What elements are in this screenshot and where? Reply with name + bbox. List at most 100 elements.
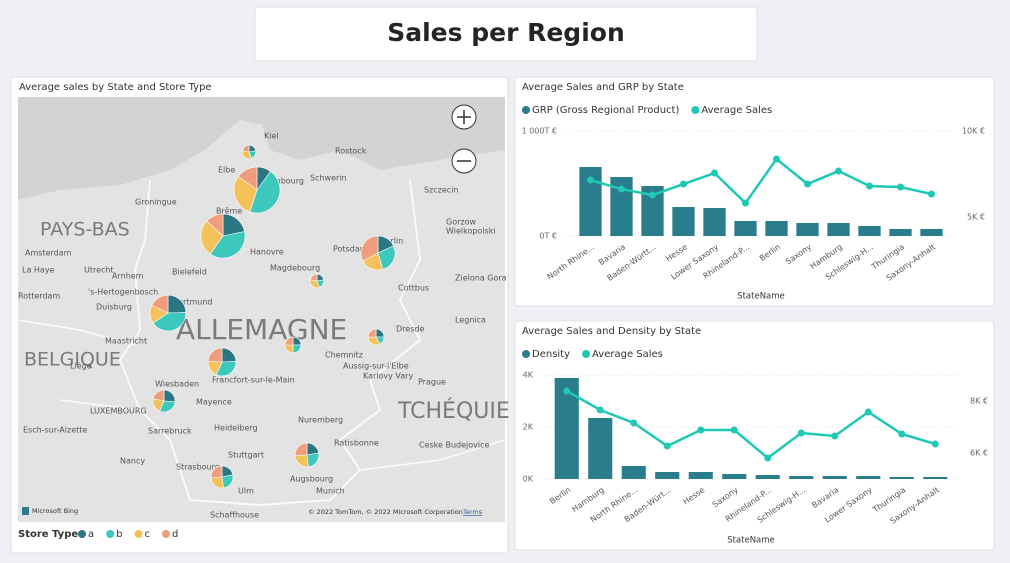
map-label: Chemnitz [325,351,363,360]
pie-slice [360,235,379,262]
bar [858,226,881,236]
bar [765,220,788,236]
bar [610,176,633,236]
map-label: Kiel [264,132,279,141]
line-point [804,180,811,188]
line-point [864,408,872,416]
y-tick-label: 0T € [539,232,557,241]
y-tick-label: 0K [523,475,534,484]
map-label: Karlovy Vary [363,372,413,381]
line-point [618,185,625,193]
bar [889,228,912,236]
legend-title: Store Type [18,529,78,540]
line-point [663,442,671,450]
bar [641,186,664,236]
line-point [649,191,656,199]
map-label: Rotterdam [18,292,60,301]
line-point [835,167,842,175]
map-label: Gorzow [446,218,476,227]
map-label: Legnica [455,316,486,325]
y-tick-label: 2K [523,423,534,432]
bar [822,476,847,479]
pie-slice [237,166,258,191]
map-label: Szczecin [424,186,459,195]
map-label: Hambourg [262,177,304,186]
y-tick-label: 1 000T € [522,127,557,136]
map-border [118,179,422,507]
legend-marker [582,350,591,358]
pie-slice [209,231,246,259]
map-label: Hanovre [250,248,284,257]
legend-marker [78,530,86,538]
map-label: Brême [216,206,242,216]
pie-slice [249,170,281,214]
map-terms[interactable]: Terms [462,508,483,516]
line [590,157,932,205]
map-label: Heidelberg [214,424,258,433]
line-point [831,432,839,440]
pie-slice [151,294,169,314]
y2-tick-label: 8K € [970,397,988,406]
map-title: Average sales by State and Store Type [19,82,212,93]
map-label: Arnhem [112,272,144,281]
map-label: Bielefeld [172,268,207,277]
legend-marker [134,530,143,538]
legend-marker [162,530,170,538]
map-label: PAYS-BAS [40,219,130,241]
pie-slice [210,465,223,479]
pie-slice [200,220,224,255]
map-label: Ceske Budejovice [419,441,490,450]
line-point [897,183,904,191]
line-point [711,169,718,177]
map-label: Augsbourg [290,475,333,484]
bar [579,167,602,236]
legend-label: Average Sales [701,105,772,116]
bar [655,472,680,479]
map-label: Sarrebruck [148,427,192,436]
legend-label: c [145,529,151,540]
zoom-in[interactable] [451,104,477,130]
y-tick-label: 4K [523,371,534,380]
bar [588,418,613,479]
pie-slice [233,176,258,213]
map-label: Stuttgart [228,451,264,460]
pie-slice [206,213,224,237]
map-label: Ulm [238,487,254,496]
x-axis-title: StateName [727,536,775,546]
bar [889,476,914,479]
map-label: Wielkopolski [446,227,496,236]
legend-label: GRP (Gross Regional Product) [532,105,679,116]
map: Microsoft Bing © 2022 TomTom, © 2022 Mic… [17,97,510,522]
line-point [587,176,594,184]
bar [789,476,814,479]
pie-slice [284,336,294,346]
map-label: Strasbourg [176,463,220,472]
map-label: Nancy [120,457,145,466]
zoom-out[interactable] [451,148,477,174]
zoom-in-icon [457,110,471,124]
pie-slice [215,361,237,377]
bar [722,474,747,479]
x-axis-title: StateName [737,292,785,302]
y2-tick-label: 6K € [970,449,988,458]
legend-marker [522,350,530,358]
line-point [773,155,780,163]
line-point [866,182,873,190]
chart-title: Average Sales and Density by State [522,326,701,337]
legend-label: Average Sales [592,349,663,360]
line-point [797,429,805,437]
pie-slice [207,347,223,363]
map-label: Liège [70,361,92,371]
page-title: Sales per Region [387,18,625,47]
map-label: Amsterdam [25,249,72,258]
pie-slice [152,312,187,332]
map-label: Wiesbaden [155,380,199,389]
map-label: Elbe [218,166,235,175]
y2-tick-label: 10K € [962,127,985,136]
line-point [928,190,935,198]
map-label: Potsdam [333,245,368,254]
map-label: Francfort-sur-le-Main [212,376,295,385]
map-label: Mayence [196,398,232,407]
pie-slice [367,328,377,338]
